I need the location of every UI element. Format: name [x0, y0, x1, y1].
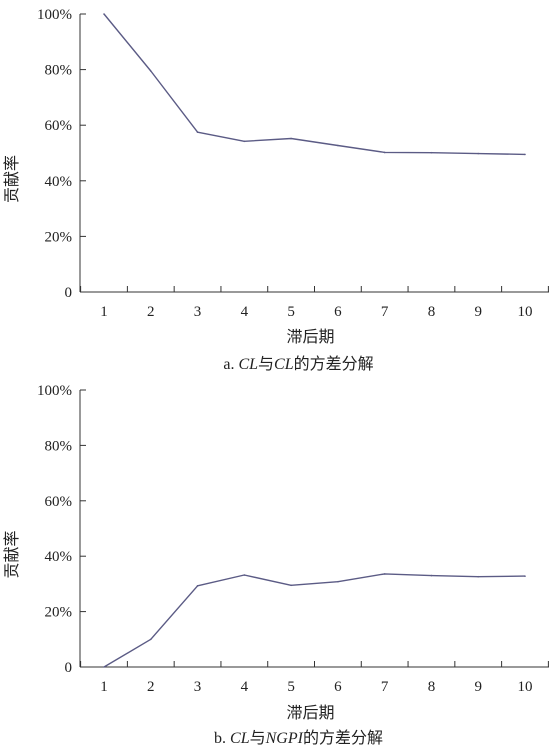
x-tick-label: 4 [241, 679, 249, 695]
x-tick-label: 2 [147, 304, 155, 320]
x-axis-label: 滞后期 [286, 704, 334, 722]
y-tick-label: 60% [45, 494, 73, 510]
data-point [383, 151, 386, 154]
x-tick-label: 2 [147, 679, 155, 695]
x-tick-label: 5 [287, 304, 295, 320]
data-point [524, 575, 526, 577]
y-axis-label: 贡献率 [3, 155, 21, 203]
x-axis-label: 滞后期 [286, 328, 334, 346]
caption-prefix: a. [223, 356, 238, 373]
x-tick-label: 5 [287, 679, 295, 695]
y-tick-label: 20% [45, 229, 73, 245]
data-point [196, 131, 199, 133]
chart-b: 0 20% 40% 60% 80% 100% 1 2 3 4 5 6 7 8 9 10 滞后期 贡献率 b. CL与… [3, 383, 549, 747]
y-tick-label: 80% [45, 63, 73, 79]
x-tick-label: 9 [474, 304, 482, 320]
y-tick-label: 100% [37, 7, 72, 23]
x-tick-label: 7 [381, 679, 389, 695]
caption-part: CL [230, 730, 250, 747]
caption-prefix: b. [214, 730, 230, 747]
y-tick-label: 40% [45, 549, 73, 565]
y-tick-label: 0 [65, 660, 73, 676]
caption-part: 与 [258, 355, 274, 373]
data-point [103, 13, 105, 15]
x-tick-label: 6 [334, 679, 342, 695]
data-point [103, 666, 105, 668]
caption-part: 与 [250, 729, 266, 747]
x-tick-label: 9 [474, 679, 482, 695]
caption-part: 的方差分解 [294, 355, 374, 373]
data-point [149, 70, 152, 72]
x-tick-label: 10 [518, 679, 533, 695]
chart-caption: a. CL与CL的方差分解 [223, 355, 373, 373]
data-point [524, 153, 526, 156]
data-point [243, 574, 246, 576]
x-tick-label: 3 [194, 304, 202, 320]
data-point [337, 580, 339, 583]
caption-part: CL [238, 356, 258, 373]
data-point [290, 584, 292, 587]
data-point [149, 638, 152, 641]
data-point [196, 585, 199, 587]
chart-a: 0 20% 40% 60% 80% 100% 1 2 3 4 5 6 7 8 9 10 滞后期 贡献率 a. CL与… [3, 7, 549, 373]
x-tick-label: 1 [100, 679, 108, 695]
data-point [290, 137, 292, 140]
x-tick-label: 8 [428, 679, 436, 695]
series-line [103, 13, 526, 156]
x-tick-label: 4 [241, 304, 249, 320]
x-tick-label: 8 [428, 304, 436, 320]
x-tick-label: 10 [518, 304, 533, 320]
data-point [383, 573, 386, 575]
x-tick-label: 7 [381, 304, 389, 320]
data-point [477, 152, 480, 155]
x-tick-label: 1 [100, 304, 108, 320]
data-point [477, 575, 480, 578]
data-point [337, 144, 339, 147]
chart-caption: b. CL与NGPI的方差分解 [214, 729, 383, 747]
data-point [430, 151, 433, 154]
y-tick-label: 80% [45, 438, 73, 454]
data-point [243, 140, 246, 143]
y-tick-label: 60% [45, 118, 73, 134]
data-point [430, 574, 433, 577]
y-axis-label: 贡献率 [3, 530, 21, 578]
y-tick-label: 20% [45, 605, 73, 621]
y-tick-label: 0 [65, 285, 73, 301]
caption-part: CL [274, 356, 294, 373]
caption-part: NGPI [265, 730, 304, 747]
y-tick-label: 40% [45, 174, 73, 190]
series-line [103, 573, 526, 668]
y-tick-label: 100% [37, 383, 72, 399]
x-tick-label: 3 [194, 679, 202, 695]
x-tick-label: 6 [334, 304, 342, 320]
caption-part: 的方差分解 [303, 729, 383, 747]
